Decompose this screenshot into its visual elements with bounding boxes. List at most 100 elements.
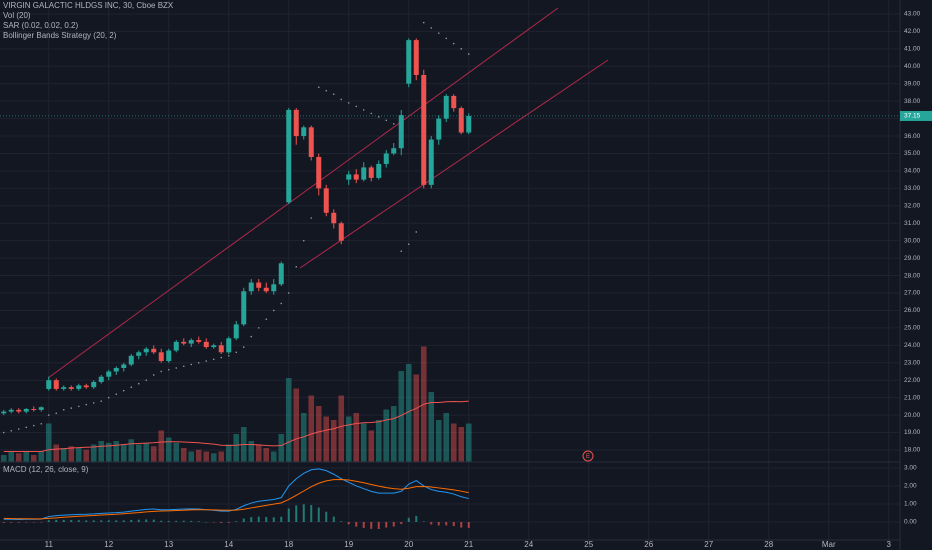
candle-body xyxy=(1,411,7,414)
volume-bar xyxy=(338,395,345,462)
macd-histogram-bar xyxy=(422,521,425,522)
sar-dot xyxy=(197,361,200,364)
volume-bar xyxy=(263,448,270,462)
volume-bar xyxy=(278,434,285,462)
macd-histogram-bar xyxy=(257,516,260,522)
macd-histogram-bar xyxy=(40,521,43,523)
y-tick-label: 22.00 xyxy=(904,377,921,384)
macd-histogram-bar xyxy=(47,520,50,522)
sar-dot xyxy=(55,412,58,415)
macd-histogram-bar xyxy=(152,519,155,522)
sar-dot xyxy=(250,335,253,338)
grid xyxy=(0,0,900,540)
sar-dot xyxy=(32,424,35,427)
macd-line xyxy=(3,468,469,520)
sar-dot xyxy=(85,403,88,406)
macd-histogram-bar xyxy=(137,519,140,522)
candle-body xyxy=(323,188,329,213)
x-tick-label: 18 xyxy=(284,540,293,549)
macd-histogram-bar xyxy=(212,521,215,523)
macd-histogram-bar xyxy=(62,519,65,522)
y-tick-label: 26.00 xyxy=(904,307,921,314)
volume-bar xyxy=(225,444,232,462)
volume-bar xyxy=(255,444,262,462)
candle-body xyxy=(353,174,359,180)
candle-body xyxy=(181,341,187,344)
sar-dot xyxy=(317,86,320,89)
sar-dot xyxy=(340,98,343,101)
sar-dot xyxy=(2,431,5,434)
sar-dot xyxy=(385,119,388,122)
macd-histogram-bar xyxy=(287,508,290,522)
sar-dot xyxy=(40,423,43,425)
macd-histogram-bar xyxy=(407,517,410,522)
candle-body xyxy=(23,408,29,412)
candle-body xyxy=(466,115,472,133)
macd-histogram-bar xyxy=(10,521,13,523)
macd-histogram-bar xyxy=(325,511,328,522)
y-tick-label: 25.00 xyxy=(904,325,921,332)
volume-bar xyxy=(135,444,142,462)
volume-bar xyxy=(158,430,165,462)
sar-dot xyxy=(182,365,185,368)
macd-histogram-bar xyxy=(55,519,58,522)
volume-bar xyxy=(308,395,315,462)
volume-bar xyxy=(128,439,135,462)
candle-body xyxy=(91,381,97,388)
sar-dot xyxy=(265,318,268,320)
candle-body xyxy=(151,348,157,353)
macd-histogram-bar xyxy=(310,505,313,522)
macd-histogram-bar xyxy=(100,520,103,522)
sar-dot xyxy=(160,370,163,373)
candle-body xyxy=(428,139,434,185)
sar-dot xyxy=(445,37,448,40)
x-tick-label: 3 xyxy=(887,540,892,549)
sar-dot xyxy=(17,428,20,430)
candle-body xyxy=(293,109,299,137)
macd-histogram-bar xyxy=(190,520,193,522)
macd-histogram-bar xyxy=(445,521,448,526)
volume-bar xyxy=(210,453,217,462)
volume-bar xyxy=(428,392,435,462)
candle-body xyxy=(38,407,44,410)
sar-dot xyxy=(355,105,358,108)
macd-histogram-bar xyxy=(355,521,358,527)
volume-bar xyxy=(458,427,465,462)
sar-dot xyxy=(430,27,433,29)
volume-bar xyxy=(105,442,112,462)
earnings-icon[interactable] xyxy=(582,450,594,462)
volume-bar xyxy=(75,448,82,462)
y-tick-label: 2.00 xyxy=(904,483,917,490)
candle-body xyxy=(346,174,352,180)
candle-body xyxy=(113,367,119,372)
sar-dot xyxy=(370,112,373,115)
sar-dot xyxy=(272,309,275,312)
candle-body xyxy=(106,371,112,377)
volume-bar xyxy=(383,409,390,462)
volume-bar xyxy=(413,374,420,462)
x-tick-label: 11 xyxy=(45,540,54,549)
candle-body xyxy=(331,212,337,224)
macd-histogram-bar xyxy=(77,520,80,522)
sar-dot xyxy=(302,239,305,242)
y-tick-label: 36.00 xyxy=(904,133,921,140)
candle-body xyxy=(196,340,202,342)
y-tick-label: 35.00 xyxy=(904,150,921,157)
volume-bar xyxy=(143,442,150,462)
candle-body xyxy=(421,74,427,185)
y-tick-label: 29.00 xyxy=(904,255,921,262)
macd-histogram-bar xyxy=(17,521,20,523)
volume-bar xyxy=(38,451,45,462)
sar-dot xyxy=(295,266,298,268)
earnings-marker[interactable]: E xyxy=(586,454,590,460)
volume-bar xyxy=(188,451,195,462)
x-tick-label: 25 xyxy=(584,540,593,549)
volume-bar xyxy=(443,413,450,462)
candle-body xyxy=(278,263,284,285)
sar-dot xyxy=(115,393,118,395)
candle-body xyxy=(241,291,247,325)
candle-body xyxy=(308,127,314,157)
volume-bar xyxy=(405,364,412,462)
candle-body xyxy=(128,355,134,365)
volume-bar xyxy=(53,444,60,462)
